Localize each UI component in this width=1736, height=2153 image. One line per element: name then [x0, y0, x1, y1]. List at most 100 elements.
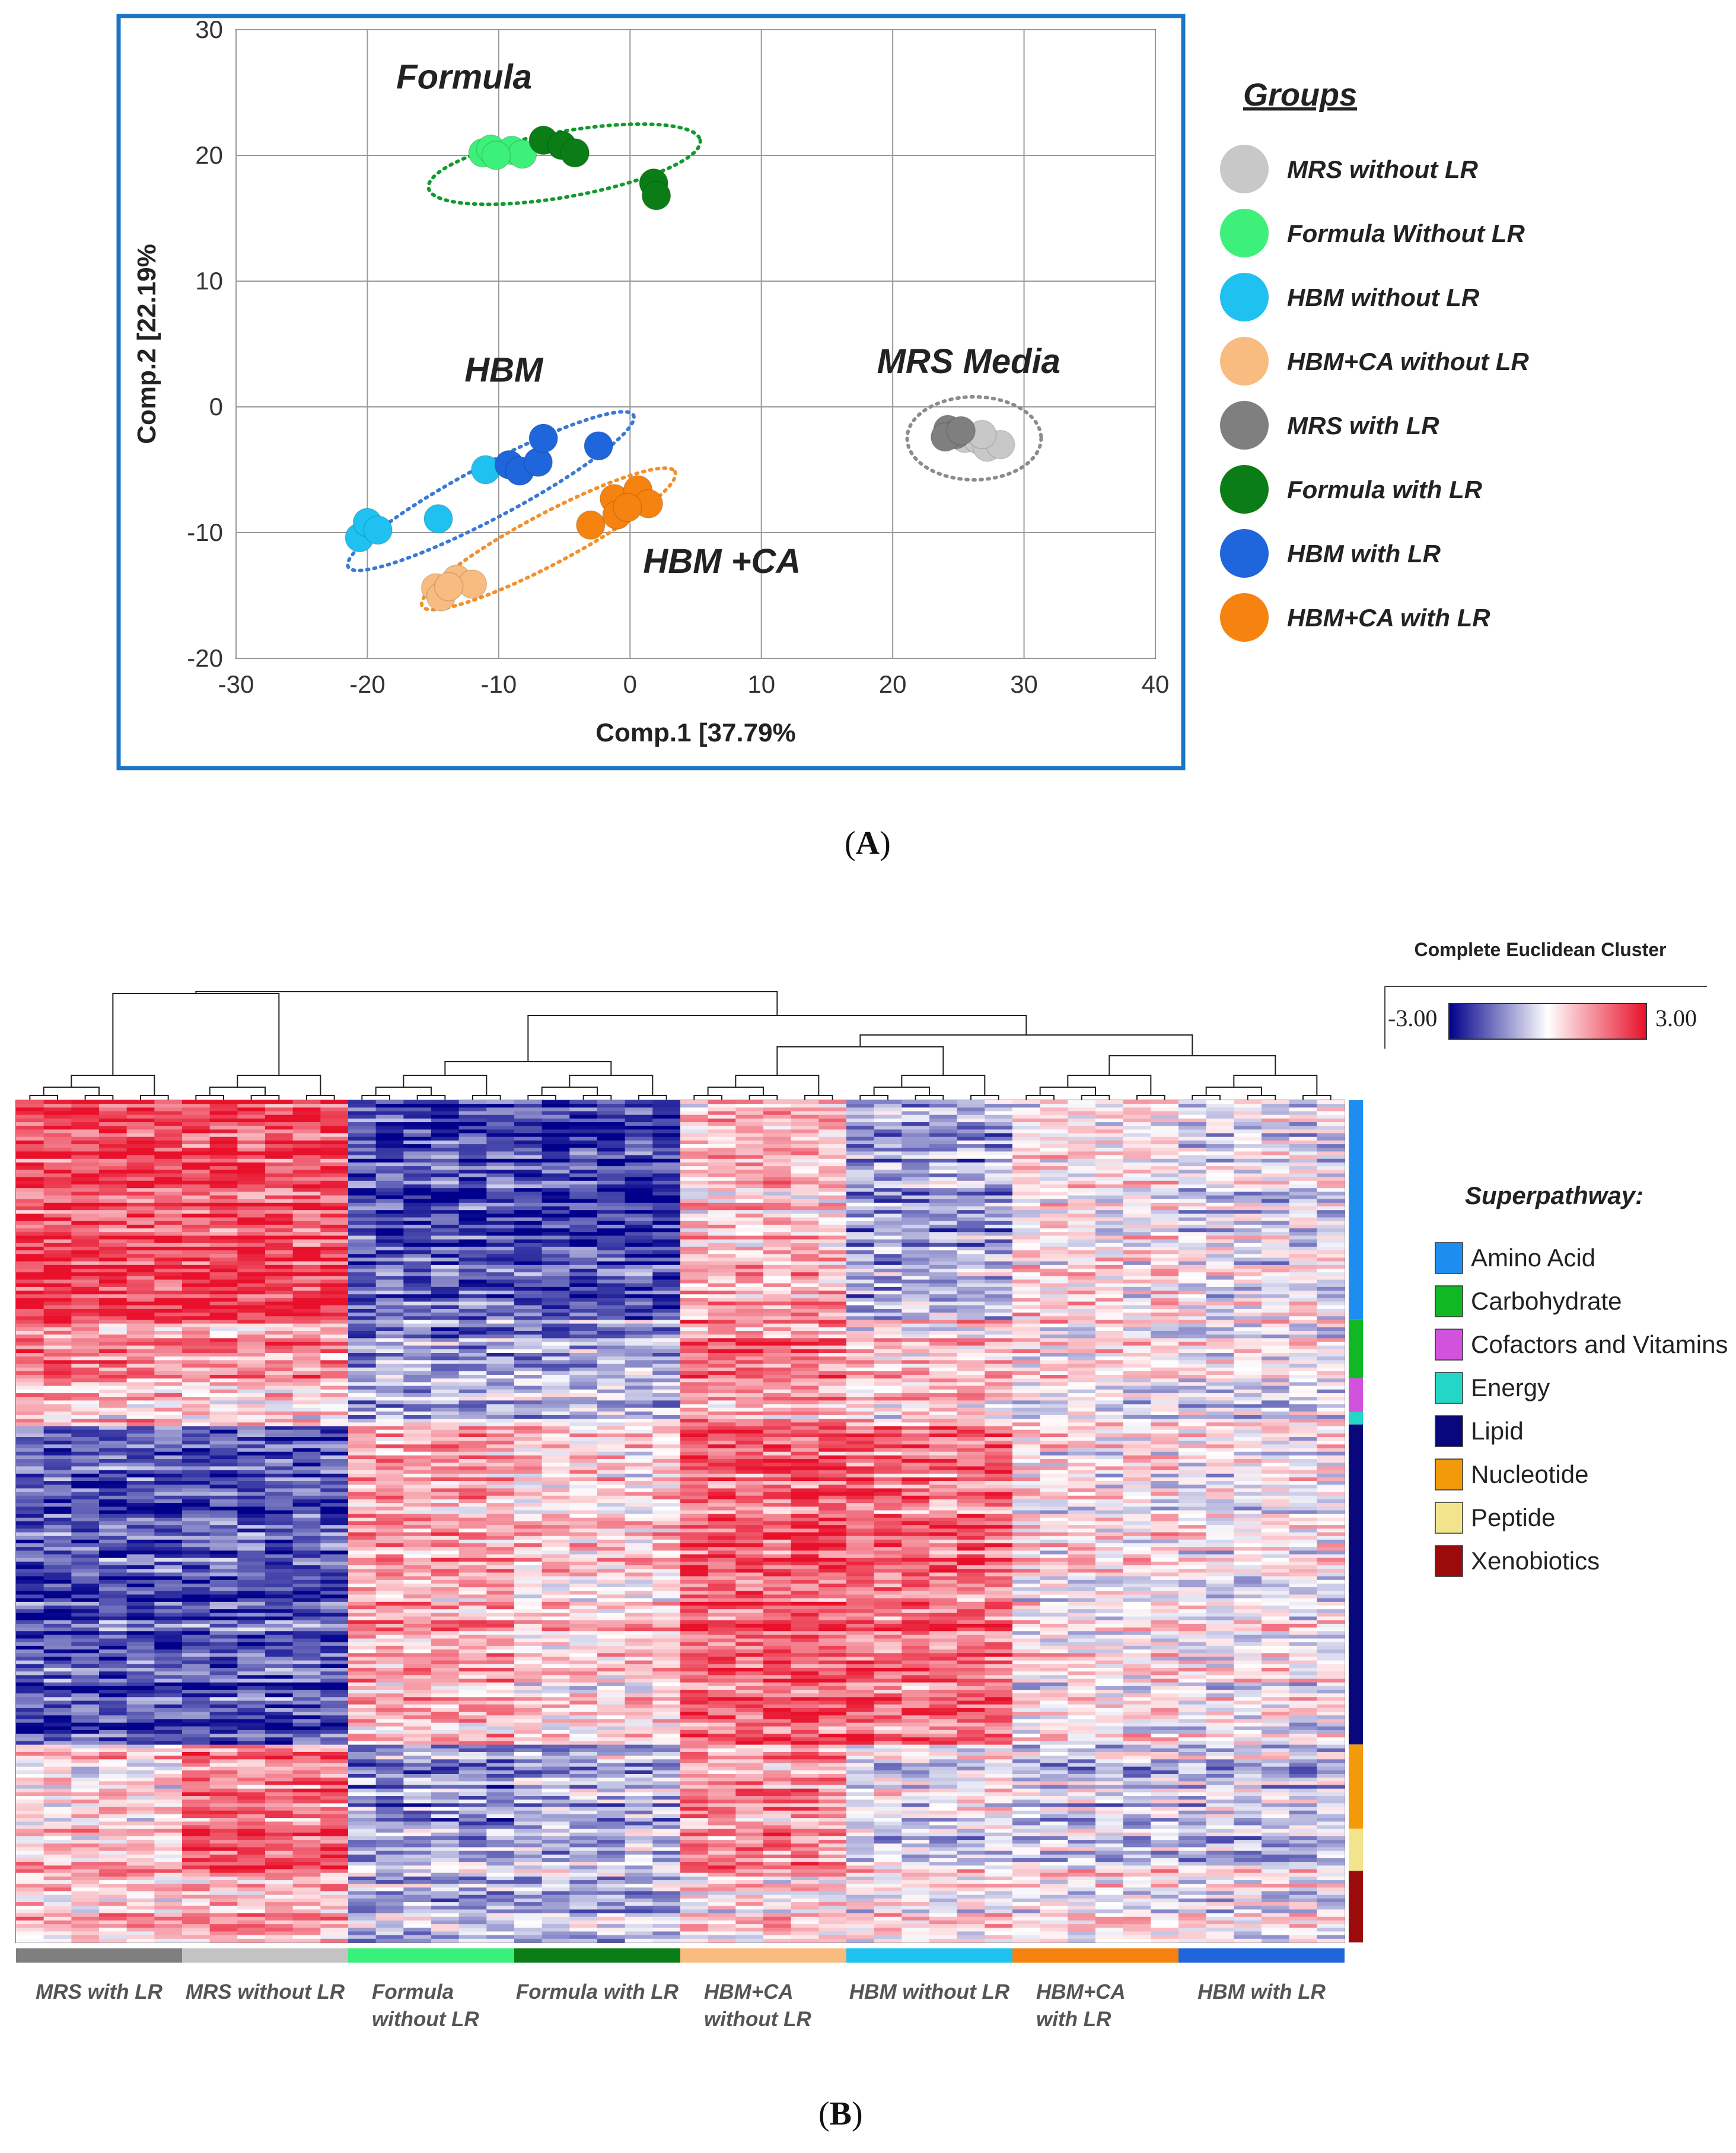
- dendrogram-link: [1192, 1095, 1221, 1100]
- heatmap-cell: [735, 1210, 764, 1214]
- heatmap-cell: [874, 1129, 902, 1134]
- heatmap-cell: [1234, 1173, 1262, 1178]
- heatmap-cell: [209, 1360, 238, 1365]
- heatmap-cell: [265, 1353, 294, 1357]
- heatmap-cell: [985, 1283, 1013, 1288]
- heatmap-cell: [1206, 1294, 1234, 1298]
- heatmap-cell: [237, 1133, 266, 1138]
- heatmap-cell: [486, 1199, 515, 1203]
- heatmap-cell: [375, 1250, 404, 1254]
- heatmap-cell: [874, 1177, 902, 1181]
- heatmap-cell: [1123, 1114, 1151, 1119]
- heatmap-cell: [71, 1199, 100, 1203]
- heatmap-cell: [431, 1294, 460, 1298]
- heatmap-cell: [182, 1342, 211, 1346]
- heatmap-cell: [1123, 1254, 1151, 1259]
- heatmap-cell: [735, 1426, 764, 1431]
- heatmap-cell: [569, 1441, 598, 1445]
- heatmap-cell: [929, 1323, 958, 1328]
- heatmap-cell: [209, 1451, 238, 1456]
- heatmap-cell: [514, 1261, 543, 1266]
- heatmap-cell: [1123, 1320, 1151, 1324]
- heatmap-cell: [1012, 1114, 1041, 1119]
- heatmap-cell: [1123, 1257, 1151, 1262]
- heatmap-cell: [182, 1100, 211, 1104]
- heatmap-cell: [403, 1158, 432, 1163]
- heatmap-cell: [1289, 1400, 1317, 1405]
- x-tick-label: 10: [747, 670, 775, 698]
- heatmap-cell: [791, 1313, 819, 1317]
- heatmap-cell: [1068, 1257, 1096, 1262]
- heatmap-cell: [1123, 1349, 1151, 1353]
- heatmap-cell: [375, 1155, 404, 1160]
- heatmap-cell: [874, 1415, 902, 1419]
- heatmap-cell: [1012, 1356, 1041, 1361]
- heatmap-cell: [957, 1158, 985, 1163]
- heatmap-cell: [431, 1177, 460, 1181]
- heatmap-cell: [1317, 1206, 1345, 1211]
- heatmap-cell: [182, 1389, 211, 1394]
- heatmap-cell: [458, 1407, 487, 1412]
- heatmap-cell: [929, 1397, 958, 1401]
- heatmap-cell: [320, 1437, 349, 1441]
- heatmap-cell: [541, 1382, 570, 1387]
- heatmap-cell: [43, 1349, 72, 1353]
- heatmap-cell: [1289, 1327, 1317, 1332]
- heatmap-cell: [209, 1298, 238, 1302]
- heatmap-cell: [1095, 1162, 1124, 1167]
- heatmap-cell: [403, 1345, 432, 1350]
- heatmap-cell: [597, 1451, 626, 1456]
- heatmap-cell: [708, 1265, 736, 1269]
- heatmap-cell: [1012, 1129, 1041, 1134]
- heatmap-cell: [597, 1257, 626, 1262]
- heatmap-cell: [763, 1210, 792, 1214]
- heatmap-cell: [431, 1184, 460, 1189]
- dendrogram-link: [748, 1095, 778, 1100]
- heatmap-cell: [431, 1356, 460, 1361]
- heatmap-cell: [209, 1345, 238, 1350]
- heatmap-cell: [846, 1122, 875, 1126]
- heatmap-cell: [16, 1126, 44, 1130]
- heatmap-cell: [1012, 1195, 1041, 1200]
- heatmap-cell: [320, 1429, 349, 1434]
- heatmap-cell: [431, 1455, 460, 1460]
- heatmap-cell: [1289, 1206, 1317, 1211]
- heatmap-cell: [375, 1199, 404, 1203]
- heatmap-cell: [182, 1155, 211, 1160]
- heatmap-cell: [1151, 1349, 1179, 1353]
- heatmap-cell: [1123, 1301, 1151, 1306]
- heatmap-cell: [735, 1349, 764, 1353]
- heatmap-cell: [126, 1269, 155, 1273]
- heatmap-cell: [1289, 1111, 1317, 1116]
- heatmap-cell: [16, 1448, 44, 1453]
- heatmap-cell: [625, 1272, 653, 1276]
- heatmap-cell: [735, 1107, 764, 1112]
- heatmap-cell: [431, 1257, 460, 1262]
- heatmap-cell: [818, 1382, 847, 1387]
- heatmap-cell: [1289, 1235, 1317, 1240]
- heatmap-cell: [1095, 1272, 1124, 1276]
- heatmap-cell: [43, 1166, 72, 1170]
- heatmap-cell: [1317, 1308, 1345, 1313]
- x-tick-label: 30: [1010, 670, 1038, 698]
- heatmap-cell: [735, 1455, 764, 1460]
- heatmap-cell: [929, 1360, 958, 1365]
- heatmap-cell: [403, 1356, 432, 1361]
- heatmap-cell: [902, 1455, 930, 1460]
- heatmap-cell: [458, 1166, 487, 1170]
- heatmap-cell: [1262, 1217, 1290, 1222]
- heatmap-cell: [985, 1286, 1013, 1291]
- dendrogram-link: [1109, 1055, 1276, 1075]
- heatmap-cell: [126, 1228, 155, 1232]
- heatmap-cell: [929, 1411, 958, 1416]
- heatmap-cell: [1234, 1330, 1262, 1335]
- heatmap-cell: [43, 1316, 72, 1321]
- heatmap-cell: [735, 1140, 764, 1145]
- heatmap-cell: [99, 1308, 128, 1313]
- heatmap-cell: [929, 1184, 958, 1189]
- heatmap-cell: [71, 1136, 100, 1141]
- heatmap-cell: [486, 1320, 515, 1324]
- heatmap-cell: [708, 1202, 736, 1207]
- heatmap-cell: [1040, 1367, 1068, 1372]
- heatmap-cell: [182, 1404, 211, 1409]
